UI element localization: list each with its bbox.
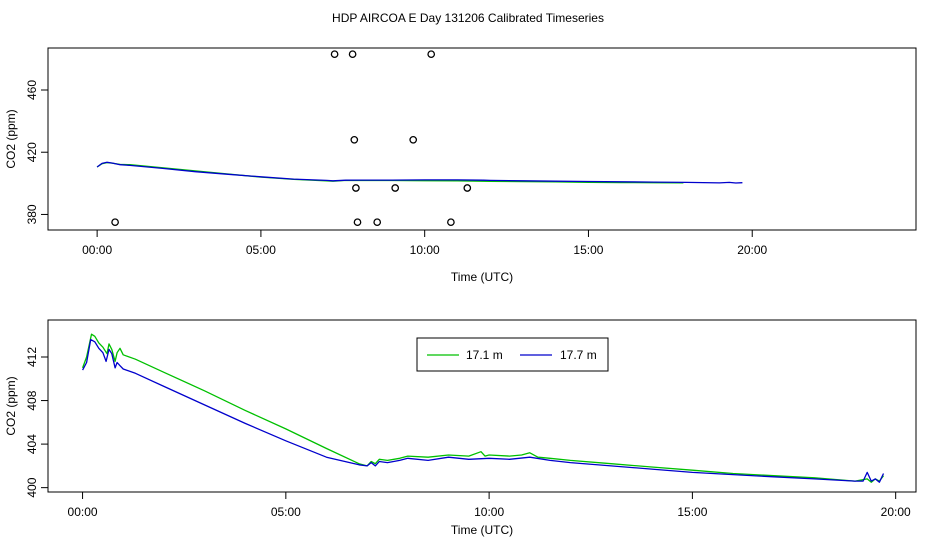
data-point: [348, 50, 357, 59]
x-tick-label: 15:00: [677, 505, 707, 519]
x-tick-label: 00:00: [82, 243, 112, 257]
plot-frame: [47, 47, 917, 231]
figure-title: HDP AIRCOA E Day 131206 Calibrated Times…: [332, 11, 604, 25]
data-point: [350, 135, 359, 144]
data-point: [427, 50, 436, 59]
data-point: [447, 218, 455, 227]
x-tick-label: 10:00: [410, 243, 440, 257]
data-point: [409, 135, 418, 144]
x-tick-label: 05:00: [246, 243, 276, 257]
x-tick-label: 20:00: [881, 505, 911, 519]
top-panel: 00:00 05:00 10:00 15:00 20:00 380 420 460 Time …: [4, 47, 917, 284]
data-point: [373, 218, 382, 227]
y-tick-label: 460: [25, 80, 39, 100]
series-line-17-1-m: [81, 333, 885, 483]
series-line-17-7-m: [82, 338, 885, 483]
y-tick-label: 400: [25, 477, 39, 497]
y-tick-label: 412: [25, 347, 39, 367]
x-axis-label: Time (UTC): [451, 523, 513, 537]
y-tick-label: 380: [25, 204, 39, 224]
series-line-2: [96, 161, 743, 184]
data-point: [111, 218, 119, 227]
y-axis-label: CO2 (ppm): [4, 109, 18, 168]
x-axis-label: Time (UTC): [451, 270, 513, 284]
y-tick-label: 404: [25, 434, 39, 454]
data-point: [391, 184, 400, 192]
data-point: [463, 184, 472, 192]
x-tick-label: 10:00: [474, 505, 504, 519]
x-tick-label: 00:00: [68, 505, 98, 519]
bottom-panel: 00:00 05:00 10:00 15:00 20:00 400 404 408 412 Ti…: [4, 319, 917, 537]
legend: 17.1 m 17.7 m: [416, 337, 609, 372]
y-axis-label: CO2 (ppm): [4, 376, 18, 435]
data-point: [353, 218, 362, 227]
x-tick-label: 20:00: [737, 243, 767, 257]
x-tick-label: 15:00: [573, 243, 603, 257]
x-tick-label: 05:00: [271, 505, 301, 519]
data-point: [352, 184, 360, 192]
legend-label-17-1-m: 17.1 m: [466, 348, 503, 362]
y-tick-label: 420: [25, 142, 39, 162]
legend-label-17-7-m: 17.7 m: [560, 348, 597, 362]
data-point: [330, 50, 339, 59]
y-tick-label: 408: [25, 390, 39, 410]
